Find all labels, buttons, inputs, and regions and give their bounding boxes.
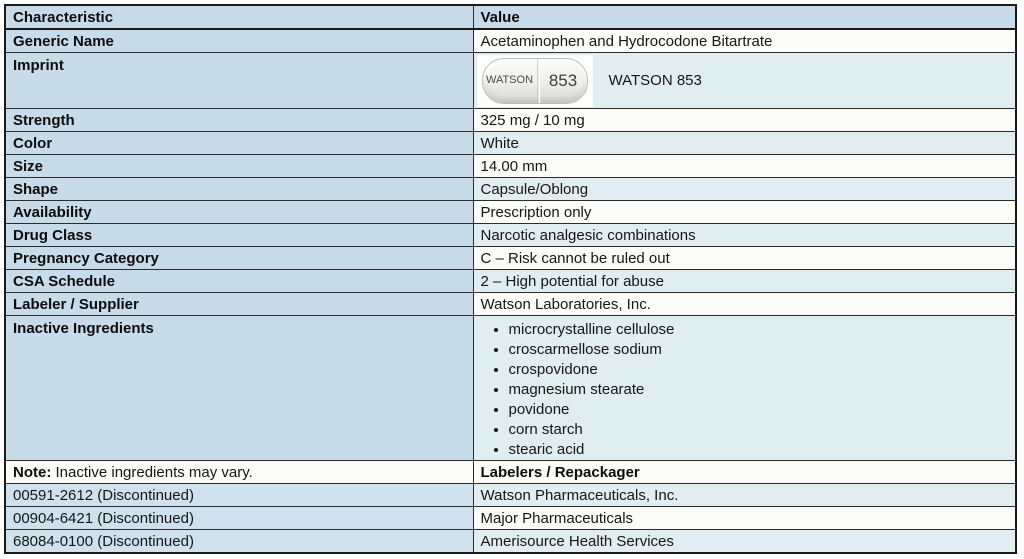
color-label: Color <box>4 131 474 155</box>
pill-image: WATSON 853 <box>476 54 593 107</box>
inactive-ingredients-label: Inactive Ingredients <box>4 315 474 461</box>
ndc-code: 00591-2612 (Discontinued) <box>4 483 474 507</box>
strength-label: Strength <box>4 108 474 132</box>
column-header-characteristic: Characteristic <box>4 4 474 30</box>
ingredient-item: croscarmellose sodium <box>509 340 1009 360</box>
csa-schedule-label: CSA Schedule <box>4 269 474 293</box>
generic-name-label: Generic Name <box>4 28 474 53</box>
row-generic-name: Generic Name Acetaminophen and Hydrocodo… <box>4 28 1017 53</box>
labeler-row: 00904-6421 (Discontinued) Major Pharmace… <box>4 506 1017 530</box>
pill-imprint-left: WATSON <box>485 74 534 86</box>
imprint-label: Imprint <box>4 52 474 109</box>
row-imprint: Imprint WATSON 853 WATSON 853 <box>4 52 1017 109</box>
csa-schedule-value: 2 – High potential for abuse <box>472 269 1017 293</box>
imprint-value-text: WATSON 853 <box>608 72 702 89</box>
drug-class-value: Narcotic analgesic combinations <box>472 223 1017 247</box>
ingredient-item: microcrystalline cellulose <box>509 320 1009 340</box>
row-availability: Availability Prescription only <box>4 200 1017 224</box>
ingredient-item: stearic acid <box>509 440 1009 460</box>
inactive-ingredients-value-cell: microcrystalline cellulose croscarmellos… <box>472 315 1017 461</box>
row-inactive-ingredients: Inactive Ingredients microcrystalline ce… <box>4 315 1017 461</box>
inactive-ingredients-list: microcrystalline cellulose croscarmellos… <box>481 320 1009 460</box>
labelers-repackager-header: Labelers / Repackager <box>472 460 1017 484</box>
labeler-row: 68084-0100 (Discontinued) Amerisource He… <box>4 529 1017 554</box>
ingredient-item: povidone <box>509 400 1009 420</box>
shape-label: Shape <box>4 177 474 201</box>
row-pregnancy-category: Pregnancy Category C – Risk cannot be ru… <box>4 246 1017 270</box>
labeler-name: Major Pharmaceuticals <box>472 506 1017 530</box>
labeler-supplier-value: Watson Laboratories, Inc. <box>472 292 1017 316</box>
row-csa-schedule: CSA Schedule 2 – High potential for abus… <box>4 269 1017 293</box>
pill-score-line <box>536 58 540 103</box>
imprint-value-cell: WATSON 853 WATSON 853 <box>472 52 1017 109</box>
row-color: Color White <box>4 131 1017 155</box>
ndc-code: 68084-0100 (Discontinued) <box>4 529 474 554</box>
size-value: 14.00 mm <box>472 154 1017 178</box>
row-size: Size 14.00 mm <box>4 154 1017 178</box>
table-header-row: Characteristic Value <box>4 4 1017 30</box>
row-drug-class: Drug Class Narcotic analgesic combinatio… <box>4 223 1017 247</box>
availability-value: Prescription only <box>472 200 1017 224</box>
ingredient-item: corn starch <box>509 420 1009 440</box>
drug-class-label: Drug Class <box>4 223 474 247</box>
shape-value: Capsule/Oblong <box>472 177 1017 201</box>
labeler-row: 00591-2612 (Discontinued) Watson Pharmac… <box>4 483 1017 507</box>
labeler-name: Amerisource Health Services <box>472 529 1017 554</box>
ndc-code: 00904-6421 (Discontinued) <box>4 506 474 530</box>
labeler-supplier-label: Labeler / Supplier <box>4 292 474 316</box>
row-shape: Shape Capsule/Oblong <box>4 177 1017 201</box>
ingredient-item: crospovidone <box>509 360 1009 380</box>
row-strength: Strength 325 mg / 10 mg <box>4 108 1017 132</box>
pregnancy-category-value: C – Risk cannot be ruled out <box>472 246 1017 270</box>
generic-name-value: Acetaminophen and Hydrocodone Bitartrate <box>472 28 1017 53</box>
note-label: Note: <box>13 463 52 481</box>
strength-value: 325 mg / 10 mg <box>472 108 1017 132</box>
pill-imprint-right: 853 <box>548 71 578 90</box>
imprint-content: WATSON 853 WATSON 853 <box>474 54 1015 108</box>
note-text: Inactive ingredients may vary. <box>51 463 253 481</box>
ingredient-item: magnesium stearate <box>509 380 1009 400</box>
capsule-pill-graphic: WATSON 853 <box>481 57 588 104</box>
pregnancy-category-label: Pregnancy Category <box>4 246 474 270</box>
pill-characteristics-table: Characteristic Value Generic Name Acetam… <box>4 4 1017 554</box>
column-header-value: Value <box>472 4 1017 30</box>
color-value: White <box>472 131 1017 155</box>
size-label: Size <box>4 154 474 178</box>
row-note-repackager-header: Note: Inactive ingredients may vary. Lab… <box>4 460 1017 484</box>
note-cell: Note: Inactive ingredients may vary. <box>4 460 474 484</box>
labeler-name: Watson Pharmaceuticals, Inc. <box>472 483 1017 507</box>
row-labeler-supplier: Labeler / Supplier Watson Laboratories, … <box>4 292 1017 316</box>
availability-label: Availability <box>4 200 474 224</box>
